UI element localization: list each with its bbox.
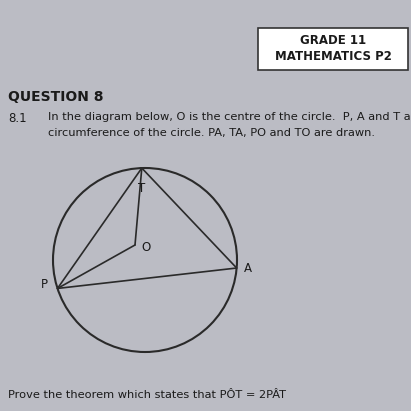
Text: In the diagram below, O is the centre of the circle.  P, A and T are points on t: In the diagram below, O is the centre of… [48, 112, 411, 122]
Text: T: T [138, 182, 145, 195]
Text: QUESTION 8: QUESTION 8 [8, 90, 104, 104]
Text: A: A [244, 261, 252, 275]
Text: circumference of the circle. PA, TA, PO and TO are drawn.: circumference of the circle. PA, TA, PO … [48, 128, 375, 138]
Text: Prove the theorem which states that PÔT = 2PÂT: Prove the theorem which states that PÔT … [8, 390, 286, 400]
FancyBboxPatch shape [258, 28, 408, 70]
Text: MATHEMATICS P2: MATHEMATICS P2 [275, 51, 391, 64]
Text: O: O [141, 240, 150, 254]
Text: P: P [41, 278, 48, 291]
Text: GRADE 11: GRADE 11 [300, 35, 366, 48]
Text: 8.1: 8.1 [8, 112, 27, 125]
